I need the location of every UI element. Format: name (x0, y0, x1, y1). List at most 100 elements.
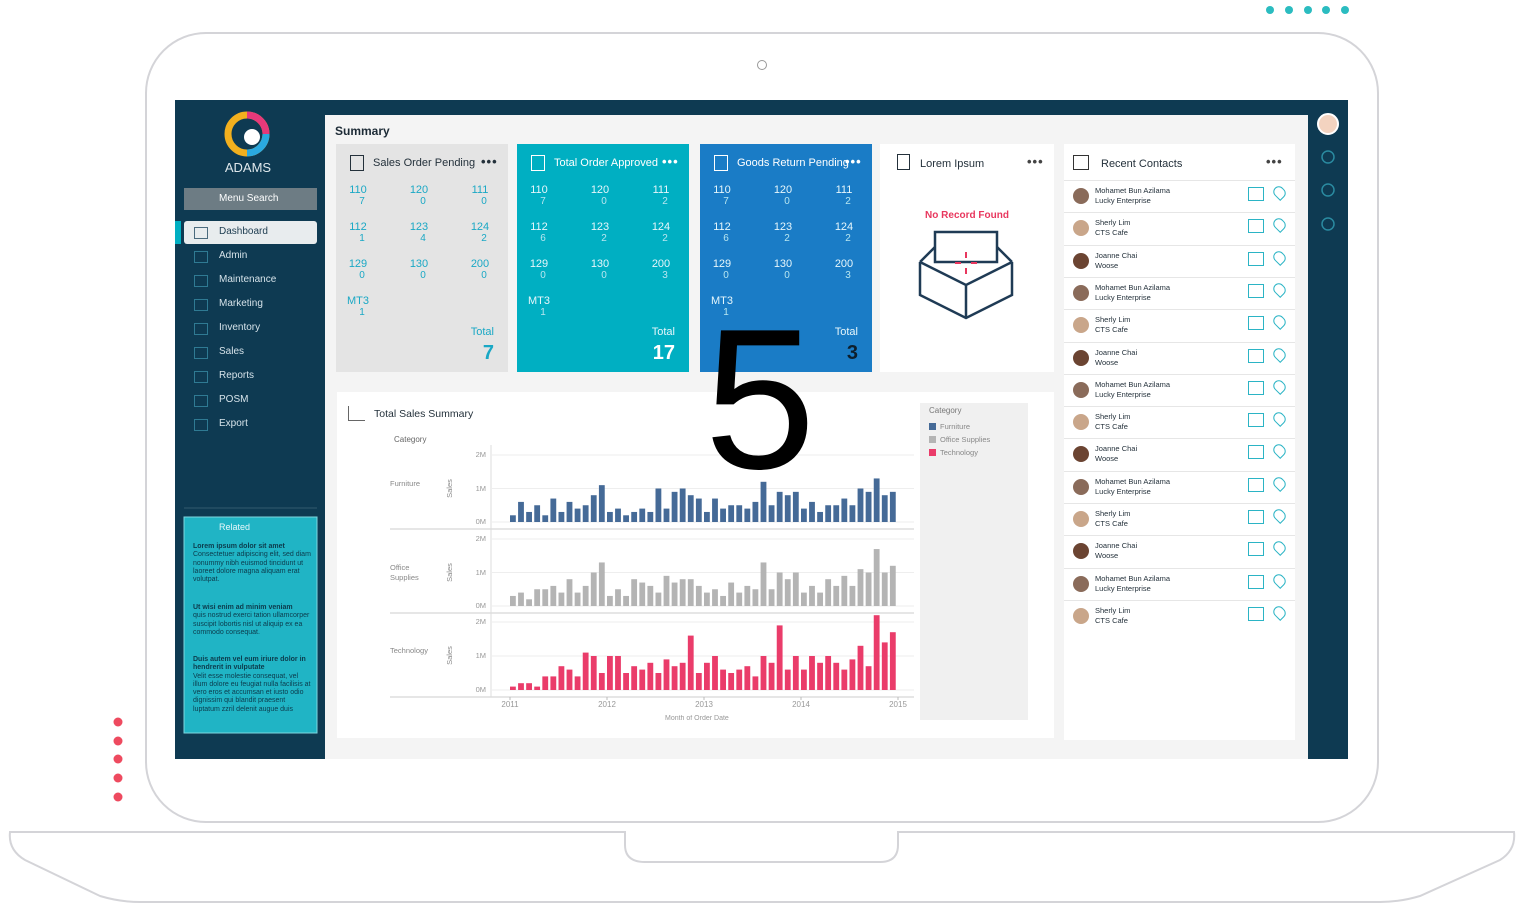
laptop-base (8, 831, 1516, 903)
bar (647, 662, 654, 690)
total-label: Total (834, 326, 858, 338)
menu-item[interactable]: Maintenance (219, 274, 277, 285)
menu-item[interactable]: Sales (219, 346, 245, 357)
bar (873, 549, 880, 606)
contact-company: Lucky Enterprise (1095, 292, 1151, 302)
contact-card-icon[interactable] (1248, 316, 1264, 331)
item-code: 112 (530, 221, 548, 233)
bar (679, 579, 686, 606)
bar (663, 508, 670, 522)
item-code: 120 (590, 184, 610, 196)
card-menu[interactable]: ••• (662, 154, 679, 169)
contact-card-icon[interactable] (1248, 348, 1264, 363)
empty-menu[interactable]: ••• (1027, 154, 1044, 169)
total-label: Total (651, 326, 675, 338)
bar (550, 498, 557, 522)
item-count: 0 (601, 270, 607, 281)
contact-company: Lucky Enterprise (1095, 583, 1151, 593)
contacts-menu[interactable]: ••• (1266, 154, 1283, 169)
item-count: 0 (420, 196, 426, 207)
menu-search[interactable]: Menu Search (219, 193, 279, 204)
contact-card-icon[interactable] (1248, 283, 1264, 298)
contact-name: Mohamet Bun Azilama (1095, 476, 1171, 486)
bar (712, 656, 718, 690)
bar (590, 656, 597, 690)
loader (955, 252, 977, 274)
header-icons (1321, 150, 1335, 231)
legend-swatch (929, 436, 936, 443)
contact-name: Joanne Chai (1095, 444, 1138, 454)
contact-card-icon[interactable] (1248, 187, 1264, 201)
contact-card-icon[interactable] (1248, 251, 1264, 266)
contact-card-icon[interactable] (1248, 510, 1264, 524)
bar (881, 572, 888, 606)
menu-item[interactable]: Marketing (219, 298, 263, 309)
contact-card-icon[interactable] (1248, 477, 1264, 492)
bar (518, 501, 524, 522)
empty-message: No Record Found (925, 210, 1009, 221)
bar (607, 511, 613, 522)
menu-item[interactable]: POSM (219, 394, 249, 405)
item-code: 120 (773, 184, 793, 196)
summary-card: Total Order Approved ••• 110 7 120 0 111 2 112 6 1… (517, 144, 689, 372)
bar (841, 498, 848, 522)
contact-divider (1064, 503, 1295, 504)
card-menu[interactable]: ••• (845, 154, 862, 169)
contacts-icon (1073, 155, 1089, 170)
legend-label: Office Supplies (940, 435, 991, 444)
bar (550, 676, 557, 690)
item-count: 2 (601, 233, 607, 244)
menu-item[interactable]: Dashboard (219, 226, 268, 237)
bar (873, 478, 880, 522)
item-code: 123 (773, 221, 793, 233)
search-box[interactable] (184, 188, 317, 210)
user-avatar[interactable] (1317, 113, 1339, 135)
bar (542, 515, 549, 522)
bar (752, 676, 759, 690)
contact-card-icon[interactable] (1248, 219, 1264, 234)
related-body: quis nostrud exerci tation ullamcorper s… (193, 612, 310, 636)
contact-card-icon[interactable] (1248, 574, 1264, 589)
camera (757, 60, 767, 70)
contact-card-icon[interactable] (1248, 380, 1264, 395)
contact-card-icon[interactable] (1248, 445, 1264, 460)
y-tick-label: 1M (475, 567, 486, 577)
contact-company: Woose (1095, 260, 1119, 270)
bar (574, 676, 581, 690)
contact-company: Lucky Enterprise (1095, 389, 1151, 399)
bar (655, 673, 662, 690)
bar (784, 495, 791, 522)
contact-company: Lucky Enterprise (1095, 486, 1151, 496)
bar (671, 582, 678, 606)
facet-header: Category (394, 435, 427, 444)
contact-card-icon[interactable] (1248, 606, 1264, 621)
bar (566, 501, 573, 522)
contact-avatar (1073, 381, 1089, 398)
item-code: MT3 (347, 295, 369, 307)
contact-card-icon[interactable] (1248, 542, 1264, 557)
menu-item[interactable]: Export (219, 418, 248, 429)
menu-item[interactable]: Admin (219, 250, 248, 261)
contact-card-icon[interactable] (1248, 413, 1264, 428)
item-count: 0 (784, 196, 790, 207)
contact-avatar (1073, 317, 1089, 334)
card-icon (531, 155, 545, 171)
y-axis-label: Sales (444, 478, 454, 498)
bar (615, 508, 621, 522)
empty-illustration (918, 230, 1014, 320)
item-code: 200 (470, 258, 490, 270)
related-paragraph: Lorem ipsum dolor sit amet Consectetuer a… (193, 543, 313, 584)
bar (776, 625, 783, 690)
menu-item[interactable]: Inventory (219, 322, 261, 333)
bar (510, 515, 516, 522)
card-menu[interactable]: ••• (481, 154, 498, 169)
card-icon (350, 155, 364, 171)
bar (744, 585, 751, 606)
item-code: 111 (835, 184, 853, 196)
bar (865, 491, 872, 522)
bar (566, 669, 573, 690)
chart-title: Total Sales Summary (374, 408, 474, 420)
dots-teal (1266, 6, 1349, 14)
menu-item[interactable]: Reports (219, 370, 255, 381)
contact-avatar (1073, 575, 1089, 592)
